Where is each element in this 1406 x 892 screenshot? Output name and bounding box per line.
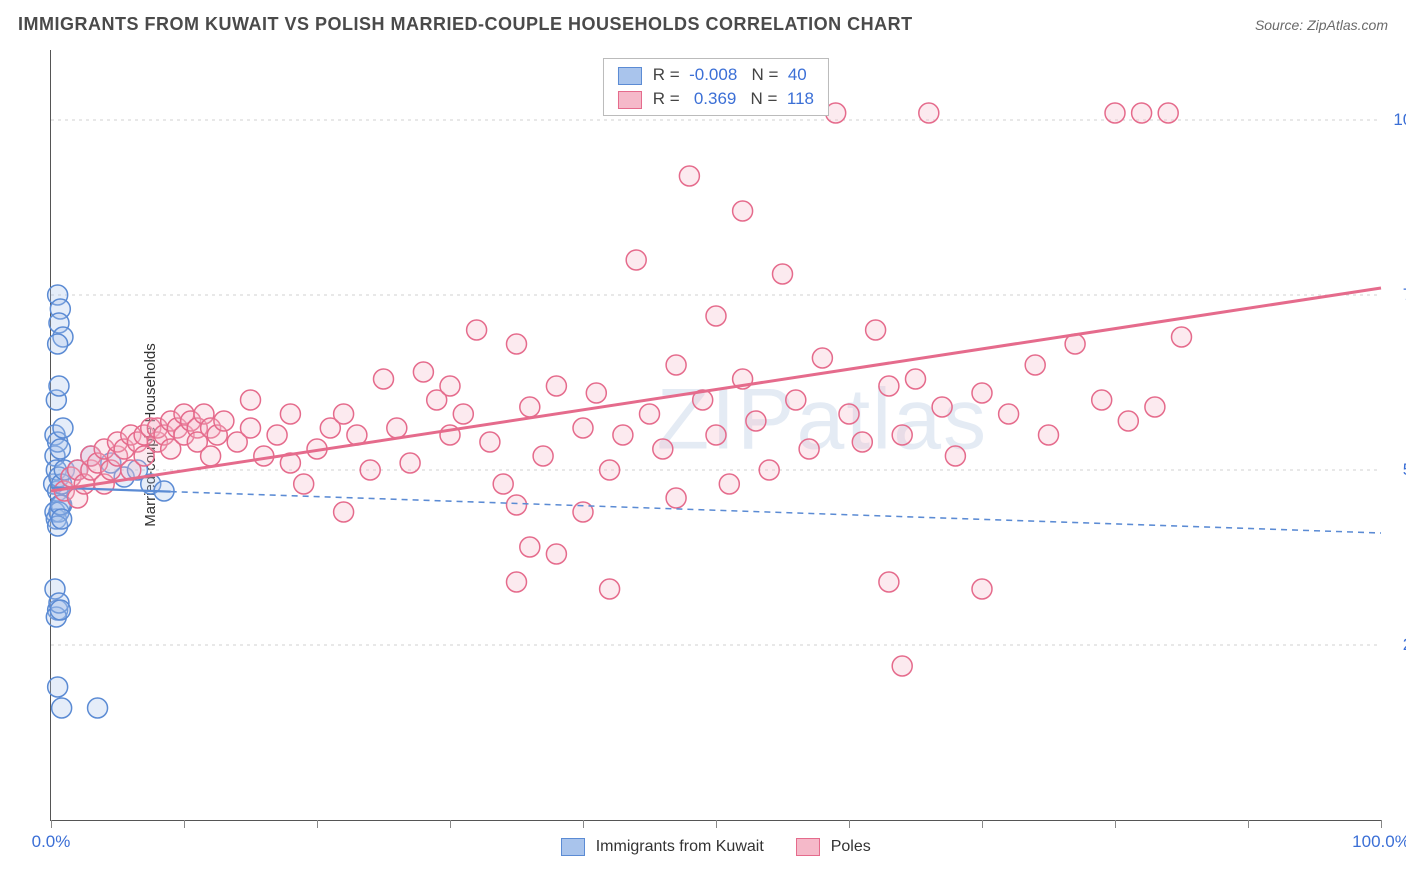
trendlines-overlay — [51, 50, 1381, 820]
x-tick — [1381, 820, 1382, 828]
trendline-dash-kuwait — [171, 492, 1381, 533]
bottom-swatch-poles — [796, 838, 820, 856]
x-tick — [450, 820, 451, 828]
x-tick — [982, 820, 983, 828]
legend-swatch-kuwait — [618, 67, 642, 85]
y-tick-label: 25.0% — [1391, 635, 1406, 655]
legend-swatch-poles — [618, 91, 642, 109]
x-tick — [184, 820, 185, 828]
source-label: Source: ZipAtlas.com — [1255, 17, 1388, 33]
x-tick-label: 0.0% — [32, 832, 71, 852]
legend-r-kuwait: -0.008 — [689, 65, 737, 84]
trendline-poles — [51, 288, 1381, 491]
x-tick — [317, 820, 318, 828]
x-tick-label: 100.0% — [1352, 832, 1406, 852]
x-tick — [716, 820, 717, 828]
bottom-legend-item-poles: Poles — [796, 838, 870, 856]
x-tick — [1115, 820, 1116, 828]
x-tick — [1248, 820, 1249, 828]
title-bar: IMMIGRANTS FROM KUWAIT VS POLISH MARRIED… — [18, 14, 1388, 35]
plot-area: Married-couple Households ZIPatlas R = -… — [50, 50, 1381, 821]
bottom-swatch-kuwait — [561, 838, 585, 856]
correlation-legend: R = -0.008 N = 40 R = 0.369 N = 118 — [603, 58, 829, 116]
bottom-label-kuwait: Immigrants from Kuwait — [596, 838, 764, 855]
chart-title: IMMIGRANTS FROM KUWAIT VS POLISH MARRIED… — [18, 14, 913, 35]
legend-row-poles: R = 0.369 N = 118 — [618, 87, 814, 111]
legend-r-poles: 0.369 — [694, 89, 737, 108]
y-tick-label: 100.0% — [1391, 110, 1406, 130]
bottom-legend: Immigrants from Kuwait Poles — [51, 838, 1381, 856]
x-tick — [849, 820, 850, 828]
x-tick — [583, 820, 584, 828]
legend-row-kuwait: R = -0.008 N = 40 — [618, 63, 814, 87]
y-tick-label: 75.0% — [1391, 285, 1406, 305]
legend-n-poles: 118 — [787, 89, 814, 108]
y-tick-label: 50.0% — [1391, 460, 1406, 480]
bottom-legend-item-kuwait: Immigrants from Kuwait — [561, 838, 764, 856]
bottom-label-poles: Poles — [831, 838, 871, 855]
x-tick — [51, 820, 52, 828]
legend-n-kuwait: 40 — [788, 65, 807, 84]
